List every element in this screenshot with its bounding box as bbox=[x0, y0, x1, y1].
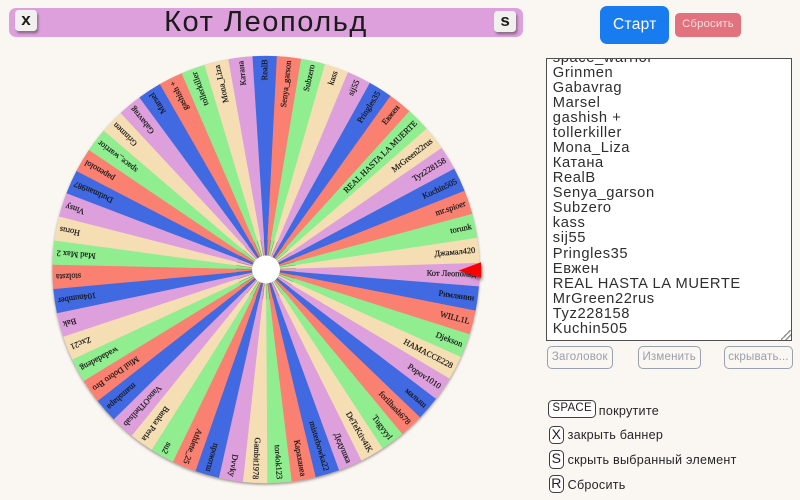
svg-text:Кот Леопольд: Кот Леопольд bbox=[427, 269, 477, 279]
svg-text:Gambit1978: Gambit1978 bbox=[251, 437, 262, 479]
svg-text:Horus: Horus bbox=[59, 225, 81, 238]
svg-text:stolzsta: stolzsta bbox=[56, 271, 82, 281]
svg-text:RealB: RealB bbox=[260, 59, 269, 80]
svg-text:Mad Max 2: Mad Max 2 bbox=[56, 248, 96, 260]
svg-text:Джамал420: Джамал420 bbox=[434, 246, 476, 259]
svg-text:Катана: Катана bbox=[236, 60, 248, 86]
svg-text:Dvvky: Dvvky bbox=[227, 454, 240, 479]
svg-text:tor4ok123: tor4ok123 bbox=[273, 445, 284, 480]
svg-text:Bak: Bak bbox=[61, 316, 77, 328]
